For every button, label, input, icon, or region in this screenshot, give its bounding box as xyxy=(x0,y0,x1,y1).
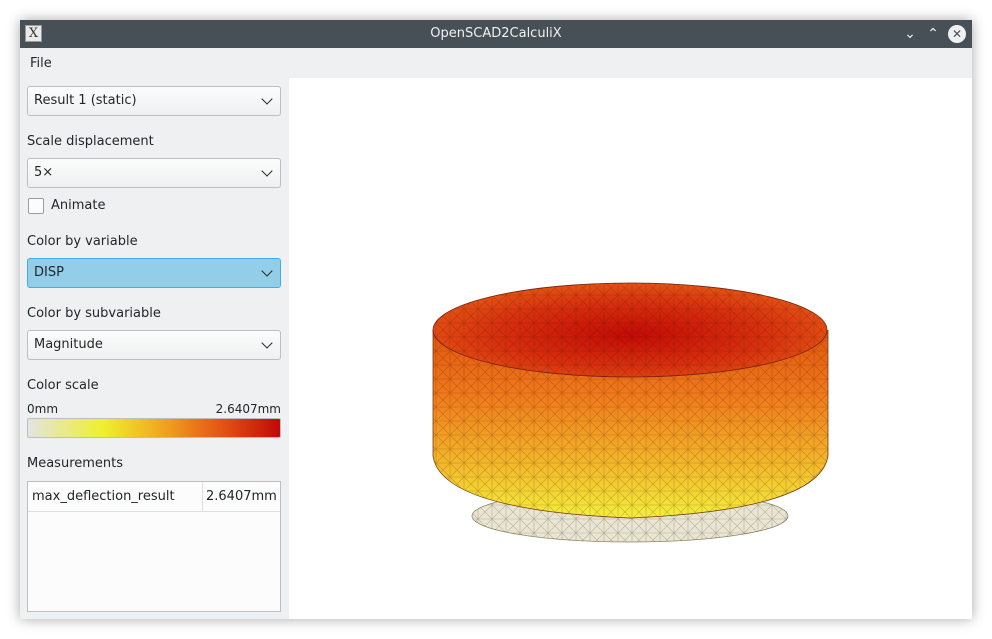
close-icon[interactable]: ✕ xyxy=(948,25,966,43)
scale-displacement-value: 5× xyxy=(34,165,54,180)
color-scale-bar xyxy=(27,418,281,438)
color-scale-min: 0mm xyxy=(27,402,59,416)
chevron-down-icon xyxy=(260,331,274,359)
color-by-subvariable-value: Magnitude xyxy=(34,337,103,352)
cylinder-mesh xyxy=(432,282,829,543)
color-by-variable-label: Color by variable xyxy=(27,234,138,249)
menu-bar: File xyxy=(20,48,972,78)
chevron-down-icon xyxy=(260,259,274,287)
measurements-label: Measurements xyxy=(27,456,124,471)
scale-displacement-label: Scale displacement xyxy=(27,134,154,149)
sidebar: Result 1 (static) Scale displacement 5× … xyxy=(20,78,288,619)
measurement-name: max_deflection_result xyxy=(32,489,175,504)
window-title: OpenSCAD2CalculiX xyxy=(430,26,562,41)
maximize-icon[interactable]: ⌃ xyxy=(927,26,939,42)
x11-icon[interactable]: X xyxy=(25,25,42,42)
result-select-value: Result 1 (static) xyxy=(34,93,137,108)
mesh-render xyxy=(432,282,829,543)
scale-displacement-select[interactable]: 5× xyxy=(27,158,281,188)
chevron-down-icon xyxy=(260,87,274,115)
measurement-value: 2.6407mm xyxy=(206,489,277,504)
title-bar[interactable]: X OpenSCAD2CalculiX ⌄ ⌃ ✕ xyxy=(20,20,972,48)
chevron-down-icon xyxy=(260,159,274,187)
animate-label[interactable]: Animate xyxy=(51,198,106,213)
color-by-subvariable-select[interactable]: Magnitude xyxy=(27,330,281,360)
color-by-subvariable-label: Color by subvariable xyxy=(27,306,161,321)
minimize-icon[interactable]: ⌄ xyxy=(904,26,916,42)
color-scale-max: 2.6407mm xyxy=(215,402,281,416)
column-divider xyxy=(202,482,203,511)
color-by-variable-value: DISP xyxy=(34,265,64,280)
measurements-table[interactable]: max_deflection_result 2.6407mm xyxy=(27,481,281,612)
result-select[interactable]: Result 1 (static) xyxy=(27,86,281,116)
menu-file[interactable]: File xyxy=(30,56,52,71)
3d-viewport[interactable] xyxy=(289,78,972,619)
table-row[interactable]: max_deflection_result 2.6407mm xyxy=(28,482,280,512)
app-window: X OpenSCAD2CalculiX ⌄ ⌃ ✕ File Result 1 … xyxy=(20,20,972,619)
animate-checkbox[interactable] xyxy=(28,198,44,214)
color-scale-label: Color scale xyxy=(27,378,99,393)
color-by-variable-select[interactable]: DISP xyxy=(27,258,281,288)
